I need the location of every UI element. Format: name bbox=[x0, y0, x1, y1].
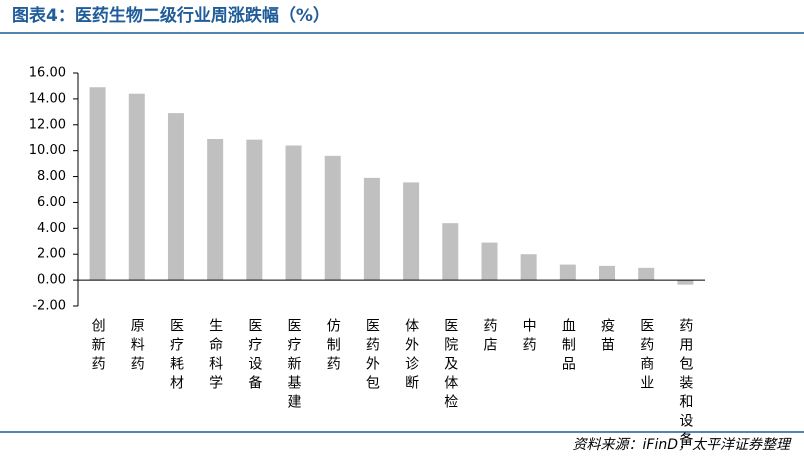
x-tick-label: 医院及体检 bbox=[442, 318, 458, 413]
bar bbox=[167, 113, 184, 281]
bar bbox=[285, 145, 302, 281]
y-tick-label: 12.00 bbox=[29, 117, 66, 132]
bar bbox=[363, 177, 380, 281]
bar bbox=[481, 242, 498, 281]
x-tick-label: 疫苗 bbox=[599, 318, 615, 356]
bar bbox=[403, 182, 420, 281]
bar bbox=[599, 265, 616, 281]
y-tick-label: -2.00 bbox=[32, 299, 66, 314]
x-tick-label: 仿制药 bbox=[325, 318, 341, 375]
bar bbox=[324, 155, 341, 281]
bar bbox=[207, 139, 224, 281]
bar bbox=[559, 264, 576, 281]
bar bbox=[128, 93, 145, 281]
y-tick-label: 8.00 bbox=[37, 169, 66, 184]
x-tick-label: 血制品 bbox=[560, 318, 576, 375]
x-tick-label: 创新药 bbox=[90, 318, 106, 375]
y-tick-label: 10.00 bbox=[29, 143, 66, 158]
x-tick-label: 药店 bbox=[481, 318, 497, 356]
x-tick-label: 生命科学 bbox=[207, 318, 223, 394]
y-tick-label: 0.00 bbox=[37, 273, 66, 288]
chart-title: 图表4：医药生物二级行业周涨跌幅（%） bbox=[12, 5, 330, 26]
bar bbox=[246, 139, 263, 281]
bar bbox=[520, 254, 537, 281]
bar bbox=[677, 280, 694, 285]
bar bbox=[638, 267, 655, 281]
x-tick-label: 药用包装和设备 bbox=[677, 318, 693, 451]
x-tick-label: 医药商业 bbox=[638, 318, 654, 394]
y-tick-label: 2.00 bbox=[37, 247, 66, 262]
y-tick-label: 16.00 bbox=[29, 66, 66, 81]
x-tick-label: 医疗新基建 bbox=[286, 318, 302, 413]
x-tick-label: 体外诊断 bbox=[403, 318, 419, 394]
x-tick-label: 医药外包 bbox=[364, 318, 380, 394]
source-note: 资料来源：iFinD，太平洋证券整理 bbox=[573, 437, 792, 453]
x-tick-label: 医疗设备 bbox=[246, 318, 262, 394]
y-tick-label: 14.00 bbox=[29, 91, 66, 106]
y-tick-label: 6.00 bbox=[37, 195, 66, 210]
bar bbox=[89, 87, 106, 281]
x-tick-label: 原料药 bbox=[129, 318, 145, 375]
y-tick-label: 4.00 bbox=[37, 221, 66, 236]
x-tick-label: 医疗耗材 bbox=[168, 318, 184, 394]
x-tick-label: 中药 bbox=[521, 318, 537, 356]
bar bbox=[442, 223, 459, 281]
